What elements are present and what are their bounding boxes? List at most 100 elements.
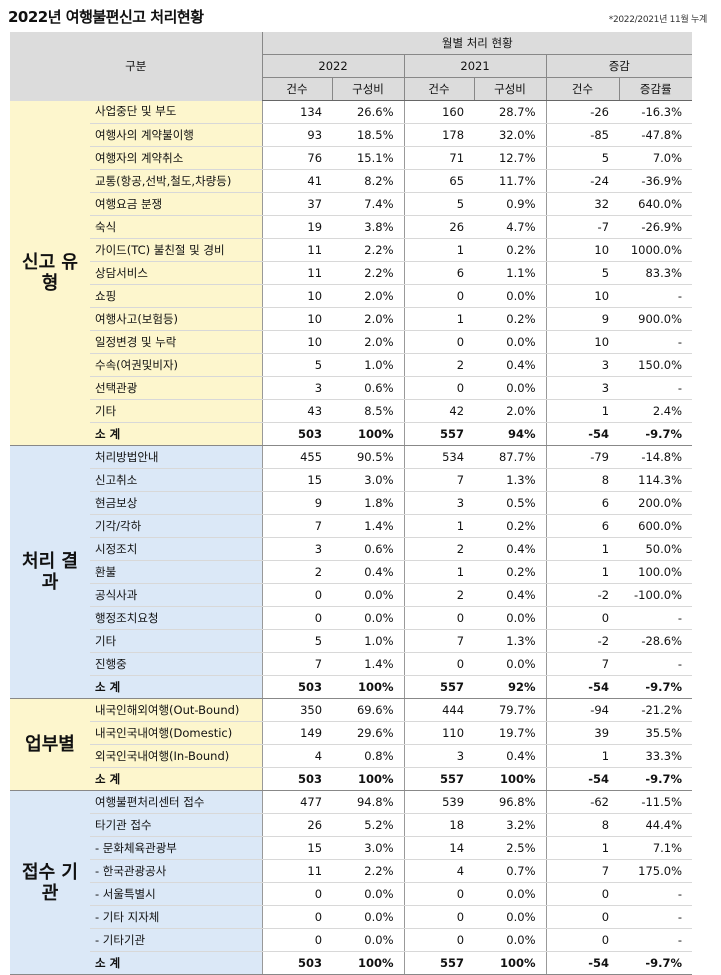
count-2022-cell: 477 <box>261 790 333 814</box>
ratio-2021-cell: 0.0% <box>474 284 547 308</box>
table-row: 업부별 내국인해외여행(Out-Bound) 350 69.6% 444 79.7% -94… <box>10 698 693 791</box>
count-change-cell: 7 <box>545 859 620 883</box>
subtotal-row: 소 계 503 100% 557 100% -54 -9.7% <box>10 951 693 975</box>
count-2022-cell: 503 <box>261 675 333 699</box>
count-2022-cell: 0 <box>261 583 333 607</box>
count-change-cell: 32 <box>545 192 620 216</box>
count-2022-cell: 3 <box>261 537 333 561</box>
ratio-2021-cell: 4.7% <box>474 215 547 239</box>
change-rate-cell: -21.2% <box>619 698 693 722</box>
ratio-2021-cell: 1.3% <box>474 468 547 492</box>
count-2021-cell: 42 <box>403 399 475 423</box>
count-change-cell: 5 <box>545 261 620 285</box>
subtotal-row: 소 계 503 100% 557 92% -54 -9.7% <box>10 675 693 699</box>
item-label: 진행중 <box>90 652 263 676</box>
count-2021-cell: 2 <box>403 583 475 607</box>
table-row: 여행자의 계약취소 76 15.1% 71 12.7% 5 7.0% <box>10 146 693 170</box>
change-rate-cell: 83.3% <box>619 261 693 285</box>
count-2022-cell: 41 <box>261 169 333 193</box>
count-change-cell: 0 <box>545 905 620 929</box>
count-2022-cell: 26 <box>261 813 333 837</box>
item-label: 외국인국내여행(In-Bound) <box>90 744 263 768</box>
ratio-2021-cell: 2.5% <box>474 836 547 860</box>
count-2022-cell: 5 <box>261 353 333 377</box>
count-change-cell: 8 <box>545 468 620 492</box>
table-row: 기각/각하 7 1.4% 1 0.2% 6 600.0% <box>10 514 693 538</box>
item-label: - 한국관광공사 <box>90 859 263 883</box>
table-row: - 문화체육관광부 15 3.0% 14 2.5% 1 7.1% <box>10 836 693 860</box>
change-rate-cell: - <box>619 376 693 400</box>
ratio-2022-cell: 0.0% <box>332 882 405 906</box>
ratio-2022-cell: 3.0% <box>332 468 405 492</box>
count-change-cell: -2 <box>545 629 620 653</box>
count-change-cell: 10 <box>545 238 620 262</box>
count-change-cell: 0 <box>545 882 620 906</box>
item-label: 여행자의 계약취소 <box>90 146 263 170</box>
count-2021-cell: 557 <box>403 767 475 791</box>
report-page: 2022년 여행불편신고 처리현황 *2022/2021년 11월 누계 구분 … <box>8 8 708 975</box>
count-change-cell: 39 <box>545 721 620 745</box>
item-label: 기각/각하 <box>90 514 263 538</box>
change-rate-cell: - <box>619 928 693 952</box>
page-title: 2022년 여행불편신고 처리현황 <box>8 8 204 26</box>
count-change-cell: 9 <box>545 307 620 331</box>
subtotal-row: 소 계 503 100% 557 100% -54 -9.7% <box>10 767 693 791</box>
change-rate-cell: 900.0% <box>619 307 693 331</box>
item-label: 여행요금 분쟁 <box>90 192 263 216</box>
change-rate-cell: 200.0% <box>619 491 693 515</box>
change-rate-cell: -28.6% <box>619 629 693 653</box>
change-rate-cell: -9.7% <box>619 767 693 791</box>
count-2022-cell: 15 <box>261 836 333 860</box>
table-row: 환불 2 0.4% 1 0.2% 1 100.0% <box>10 560 693 584</box>
ratio-2021-cell: 92% <box>474 675 547 699</box>
subtotal-row: 소 계 503 100% 557 94% -54 -9.7% <box>10 422 693 446</box>
subtotal-label: 소 계 <box>90 422 263 446</box>
ratio-2022-cell: 8.2% <box>332 169 405 193</box>
count-2022-cell: 7 <box>261 514 333 538</box>
count-change-cell: 7 <box>545 652 620 676</box>
ratio-2021-cell: 32.0% <box>474 123 547 147</box>
ratio-2022-cell: 0.6% <box>332 376 405 400</box>
table-row: - 기타 지자체 0 0.0% 0 0.0% 0- <box>10 905 693 929</box>
ratio-2021-cell: 0.9% <box>474 192 547 216</box>
change-rate-cell: 640.0% <box>619 192 693 216</box>
count-2021-cell: 14 <box>403 836 475 860</box>
table-row: - 기타기관 0 0.0% 0 0.0% 0- <box>10 928 693 952</box>
count-2021-cell: 0 <box>403 330 475 354</box>
ratio-2022-cell: 1.0% <box>332 629 405 653</box>
ratio-2021-cell: 94% <box>474 422 547 446</box>
table-row: 진행중 7 1.4% 0 0.0% 7- <box>10 652 693 676</box>
subtotal-label: 소 계 <box>90 675 263 699</box>
count-2021-cell: 0 <box>403 652 475 676</box>
table-body: 신고 유형 사업중단 및 부도 134 26.6% 160 28.7% -26 -16.3% 여… <box>10 100 693 975</box>
ratio-2022-cell: 94.8% <box>332 790 405 814</box>
count-2022-cell: 0 <box>261 606 333 630</box>
ratio-2021-cell: 0.4% <box>474 744 547 768</box>
change-rate-cell: 50.0% <box>619 537 693 561</box>
count-change-cell: 10 <box>545 330 620 354</box>
table-row: - 서울특별시 0 0.0% 0 0.0% 0- <box>10 882 693 906</box>
ratio-2022-cell: 15.1% <box>332 146 405 170</box>
count-2021-cell: 7 <box>403 629 475 653</box>
ratio-2022-cell: 0.8% <box>332 744 405 768</box>
period-note: *2022/2021년 11월 누계 <box>608 15 708 25</box>
table-row: 가이드(TC) 불친절 및 경비 11 2.2% 1 0.2% 10 1000.0% <box>10 238 693 262</box>
count-change-cell: -2 <box>545 583 620 607</box>
item-label: 내국인해외여행(Out-Bound) <box>90 698 263 722</box>
table-row: 현금보상 9 1.8% 3 0.5% 6 200.0% <box>10 491 693 515</box>
count-2021-cell: 7 <box>403 468 475 492</box>
count-2021-cell: 0 <box>403 284 475 308</box>
change-rate-cell: -100.0% <box>619 583 693 607</box>
ratio-2022-cell: 1.0% <box>332 353 405 377</box>
change-rate-cell: 7.1% <box>619 836 693 860</box>
item-label: - 기타 지자체 <box>90 905 263 929</box>
table-row: 접수 기관 여행불편처리센터 접수 477 94.8% 539 96.8% -62 -11.5… <box>10 790 693 975</box>
count-2022-cell: 0 <box>261 928 333 952</box>
change-rate-cell: - <box>619 330 693 354</box>
change-rate-cell: -9.7% <box>619 422 693 446</box>
header-ratio-2022: 구성비 <box>331 77 405 101</box>
ratio-2022-cell: 1.4% <box>332 514 405 538</box>
ratio-2021-cell: 87.7% <box>474 445 547 469</box>
ratio-2022-cell: 69.6% <box>332 698 405 722</box>
count-2022-cell: 149 <box>261 721 333 745</box>
